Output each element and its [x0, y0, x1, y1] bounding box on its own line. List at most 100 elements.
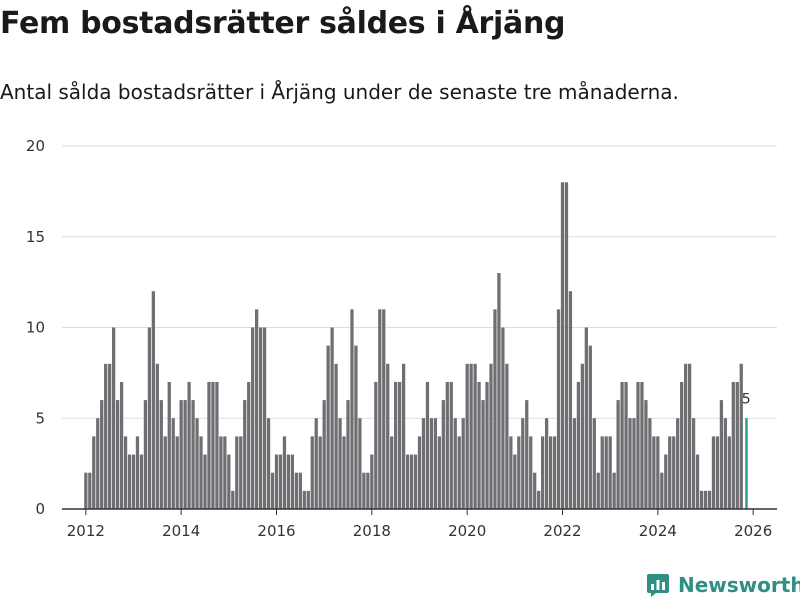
bar [251, 327, 255, 509]
bar [564, 182, 569, 510]
bar [656, 436, 660, 509]
bar [326, 345, 330, 509]
bar [112, 327, 116, 509]
bar [707, 490, 712, 509]
bar [127, 454, 132, 509]
bar [334, 363, 338, 509]
bar [509, 436, 513, 509]
bar [239, 436, 243, 509]
bar [691, 418, 696, 509]
bar [620, 381, 624, 509]
bar [552, 436, 557, 509]
bar [401, 363, 406, 509]
bar [203, 454, 207, 509]
bar [227, 454, 231, 509]
bar [588, 345, 592, 509]
bar [294, 472, 298, 509]
bar [636, 381, 640, 509]
bar [592, 418, 596, 509]
bar [417, 436, 422, 509]
bar [505, 363, 509, 509]
bar [695, 454, 700, 509]
bar [572, 418, 577, 509]
bar [266, 418, 271, 509]
bar [219, 436, 223, 509]
bar [556, 309, 561, 509]
bar [644, 400, 648, 509]
bar [441, 400, 445, 509]
x-tick-label: 2016 [257, 522, 295, 540]
y-tick-label: 10 [26, 319, 45, 337]
bar [318, 436, 322, 509]
bar [469, 363, 473, 509]
bar [632, 418, 636, 509]
bar [163, 436, 167, 509]
bar [576, 381, 581, 509]
last-value-label: 5 [742, 391, 751, 407]
bar [370, 454, 374, 509]
bar [517, 436, 521, 509]
bar [108, 363, 112, 509]
bar [350, 309, 354, 509]
bar [255, 309, 259, 509]
bar [668, 436, 672, 509]
bar [104, 363, 108, 509]
bar [231, 490, 235, 509]
bar [235, 436, 239, 509]
newsworthy-brand[interactable]: Newsworthy [646, 570, 800, 600]
bar [457, 436, 461, 509]
bar [413, 454, 418, 509]
bar [84, 472, 88, 509]
bar [529, 436, 533, 509]
bar [223, 436, 227, 509]
data-labels: 5 [742, 391, 751, 407]
bar [548, 436, 553, 509]
bar [358, 418, 362, 509]
bar [560, 182, 565, 510]
bar [378, 309, 382, 509]
y-tick-label: 15 [26, 228, 45, 246]
bar [342, 436, 346, 509]
bar [322, 400, 326, 509]
bar [211, 381, 215, 509]
bar [179, 400, 183, 509]
bar [616, 400, 620, 509]
x-tick-label: 2024 [639, 522, 677, 540]
bar [191, 400, 195, 509]
bar [711, 436, 716, 509]
bar [374, 381, 378, 509]
bar [628, 418, 632, 509]
y-tick-label: 20 [26, 137, 45, 155]
x-tick-label: 2022 [543, 522, 581, 540]
bar [429, 418, 434, 509]
bar [115, 400, 120, 509]
bar [676, 418, 680, 509]
bar [437, 436, 441, 509]
x-tick-label: 2014 [162, 522, 200, 540]
bar [672, 436, 676, 509]
bar [687, 363, 692, 509]
bar [282, 436, 287, 509]
bar [382, 309, 386, 509]
bar [100, 400, 104, 509]
x-axis: 2012 2014 2016 2018 2020 2022 2024 2026 [62, 508, 777, 540]
bar [215, 381, 219, 509]
bar [640, 381, 644, 509]
bar [310, 436, 314, 509]
bar [183, 400, 187, 509]
y-gridlines [62, 145, 777, 419]
bar [608, 436, 612, 509]
bar [298, 472, 302, 509]
bar [286, 454, 291, 509]
bar [159, 400, 163, 509]
bar [544, 418, 549, 509]
bar [398, 381, 402, 509]
bar [477, 381, 481, 509]
bar-chart-logo-icon [647, 574, 669, 597]
bar [278, 454, 283, 509]
bar [338, 418, 342, 509]
bar [270, 472, 275, 509]
bar [537, 490, 541, 509]
bar [92, 436, 96, 509]
